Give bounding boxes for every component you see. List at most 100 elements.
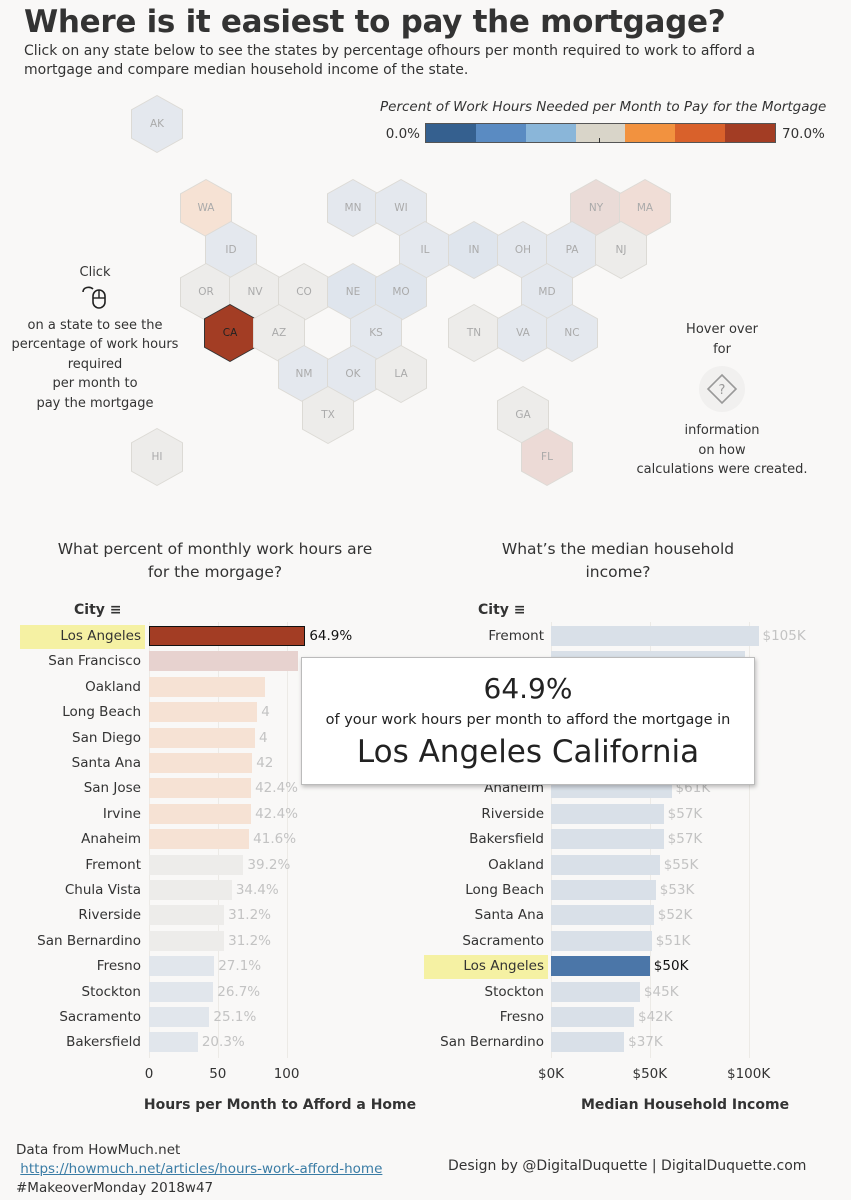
value-label: $105K — [762, 628, 806, 644]
hover-note-line: for — [713, 341, 731, 357]
bar[interactable] — [149, 778, 252, 799]
city-label[interactable]: Stockton — [81, 983, 141, 1000]
state-hex-tn[interactable]: TN — [449, 305, 499, 361]
city-label[interactable]: Fremont — [85, 856, 141, 873]
city-label[interactable]: Bakersfield — [66, 1034, 141, 1051]
bar[interactable] — [551, 854, 660, 875]
bar[interactable] — [551, 626, 759, 646]
state-hex-la[interactable]: LA — [376, 346, 426, 402]
city-label[interactable]: Anaheim — [81, 831, 141, 848]
bar[interactable] — [149, 829, 250, 850]
city-label[interactable]: Long Beach — [62, 704, 141, 721]
page-subtitle: Click on any state below to see the stat… — [24, 43, 756, 78]
state-hex-in[interactable]: IN — [449, 222, 499, 278]
income-city-header[interactable]: City ≡ — [478, 602, 526, 618]
hover-note-line: on how — [698, 442, 746, 458]
state-hex-ne[interactable]: NE — [328, 264, 378, 320]
design-credit: Design by @DigitalDuquette | DigitalDuqu… — [448, 1158, 807, 1174]
city-label[interactable]: Fremont — [488, 628, 544, 644]
city-label[interactable]: Santa Ana — [474, 907, 544, 924]
bar[interactable] — [149, 854, 244, 875]
click-note-line: percentage of work hours — [11, 337, 179, 352]
city-label[interactable]: Chula Vista — [64, 882, 141, 898]
bar[interactable] — [551, 956, 650, 977]
city-header-label: City — [74, 602, 105, 618]
bar[interactable] — [149, 905, 225, 926]
city-label[interactable]: San Francisco — [48, 653, 141, 670]
city-label[interactable]: Sacramento — [462, 932, 544, 949]
legend-midpoint-marker — [599, 138, 600, 143]
state-hex-ca[interactable]: CA — [205, 305, 255, 361]
hours-city-header[interactable]: City ≡ — [74, 602, 122, 618]
click-instructions: Click on a state to see the percentage o… — [0, 263, 190, 413]
city-label[interactable]: San Bernardino — [440, 1034, 544, 1051]
city-label[interactable]: Oakland — [85, 678, 141, 695]
city-label[interactable]: Los Angeles — [463, 958, 544, 975]
city-label[interactable]: Los Angeles — [60, 628, 141, 644]
value-label: 27.1% — [218, 958, 262, 975]
tooltip-description: of your work hours per month to afford t… — [325, 712, 731, 728]
bar[interactable] — [149, 981, 214, 1002]
hashtag: #MakeoverMonday 2018w47 — [16, 1180, 214, 1196]
bar[interactable] — [149, 753, 253, 773]
city-header-label: City — [478, 602, 509, 618]
state-hex-ak[interactable]: AK — [132, 96, 182, 152]
hover-note-line: calculations were created. — [636, 462, 808, 477]
source-link[interactable]: https://howmuch.net/articles/hours-work-… — [20, 1161, 383, 1177]
city-label[interactable]: San Bernardino — [37, 932, 141, 949]
bar[interactable] — [149, 956, 215, 977]
bar[interactable] — [551, 1032, 625, 1053]
bar[interactable] — [149, 626, 306, 646]
bar[interactable] — [551, 930, 652, 951]
city-label[interactable]: San Diego — [72, 729, 141, 746]
value-label: 31.2% — [228, 907, 272, 924]
question-help-icon[interactable]: ? — [699, 366, 745, 412]
click-note-line: on a state to see the — [27, 317, 163, 333]
city-label[interactable]: Sacramento — [59, 1009, 141, 1025]
sort-icon[interactable]: ≡ — [513, 602, 526, 618]
value-label: $57K — [667, 831, 703, 848]
value-label: 39.2% — [247, 856, 291, 873]
city-label[interactable]: Bakersfield — [469, 831, 544, 848]
value-label: 34.4% — [235, 882, 279, 898]
state-hex-tx[interactable]: TX — [303, 387, 353, 443]
bar[interactable] — [149, 1032, 198, 1053]
value-label: $52K — [657, 907, 693, 924]
mouse-click-icon — [82, 286, 106, 309]
value-label: 42.4% — [255, 780, 298, 797]
state-hex-mn[interactable]: MN — [328, 180, 378, 236]
bar[interactable] — [551, 1007, 634, 1027]
bar[interactable] — [551, 829, 664, 850]
city-label[interactable]: Santa Ana — [71, 755, 141, 771]
city-label[interactable]: Long Beach — [465, 882, 544, 898]
state-hex-hi[interactable]: HI — [132, 429, 182, 485]
click-note-line: per month to — [52, 376, 138, 391]
bar[interactable] — [149, 702, 258, 723]
bar[interactable] — [149, 1007, 210, 1027]
bar[interactable] — [551, 803, 664, 824]
city-label[interactable]: Riverside — [78, 907, 141, 924]
bar[interactable] — [149, 651, 298, 672]
state-hex-or[interactable]: OR — [181, 264, 231, 320]
legend-swatch — [625, 124, 676, 142]
bar[interactable] — [551, 905, 654, 926]
city-label[interactable]: Oakland — [488, 856, 544, 873]
bar[interactable] — [149, 803, 252, 824]
city-label[interactable]: San Jose — [83, 780, 141, 797]
city-label[interactable]: Riverside — [481, 805, 544, 822]
bar[interactable] — [149, 930, 225, 951]
bar[interactable] — [551, 981, 640, 1002]
bar[interactable] — [149, 676, 265, 697]
city-label[interactable]: Fresno — [499, 1009, 544, 1025]
value-label: $53K — [659, 882, 695, 898]
legend-title: Percent of Work Hours Needed per Month t… — [380, 99, 827, 115]
city-label[interactable]: Stockton — [484, 983, 544, 1000]
city-label[interactable]: Irvine — [102, 805, 141, 822]
bar[interactable] — [551, 880, 656, 900]
bar[interactable] — [149, 727, 255, 748]
value-label: $55K — [663, 856, 699, 873]
income-chart-title: What’s the median household income? — [501, 540, 735, 581]
bar[interactable] — [149, 880, 232, 900]
city-label[interactable]: Fresno — [96, 958, 141, 975]
sort-icon[interactable]: ≡ — [109, 602, 122, 618]
